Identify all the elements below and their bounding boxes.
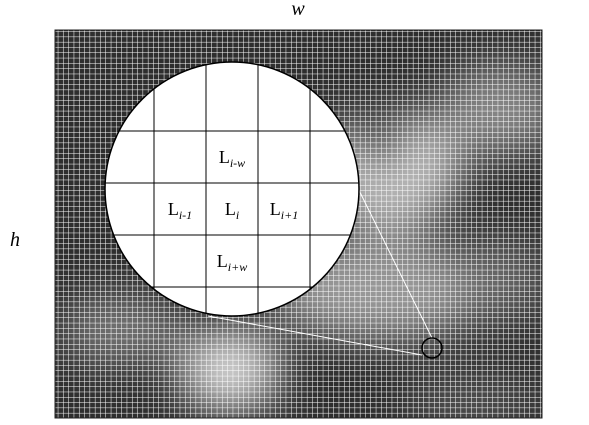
cell-base: L (219, 147, 230, 167)
cell-label: Li-w (219, 147, 245, 170)
cell-base: L (168, 199, 179, 219)
image-border (54, 29, 543, 419)
cell-labels: Li-wLi-1 Li Li+1Li+w (168, 147, 298, 274)
cell-label: Li (225, 199, 239, 222)
cell-label: Li-1 (168, 199, 192, 222)
cell-base: L (217, 251, 228, 271)
cell-base: L (270, 199, 281, 219)
cell-subscript: i-w (230, 156, 245, 170)
cell-subscript: i-1 (179, 208, 192, 222)
cell-subscript: i+1 (281, 208, 298, 222)
cell-label: Li+w (217, 251, 247, 274)
cell-subscript: i+w (228, 260, 247, 274)
zoom-line (349, 171, 433, 339)
cell-base: L (225, 199, 236, 219)
height-label: h (10, 229, 20, 251)
focus-circle (421, 337, 443, 359)
cell-subscript: i (236, 208, 239, 222)
width-label: w (291, 0, 305, 20)
zoom-line (207, 315, 423, 356)
magnifier (104, 61, 360, 317)
cell-label: Li+1 (270, 199, 298, 222)
